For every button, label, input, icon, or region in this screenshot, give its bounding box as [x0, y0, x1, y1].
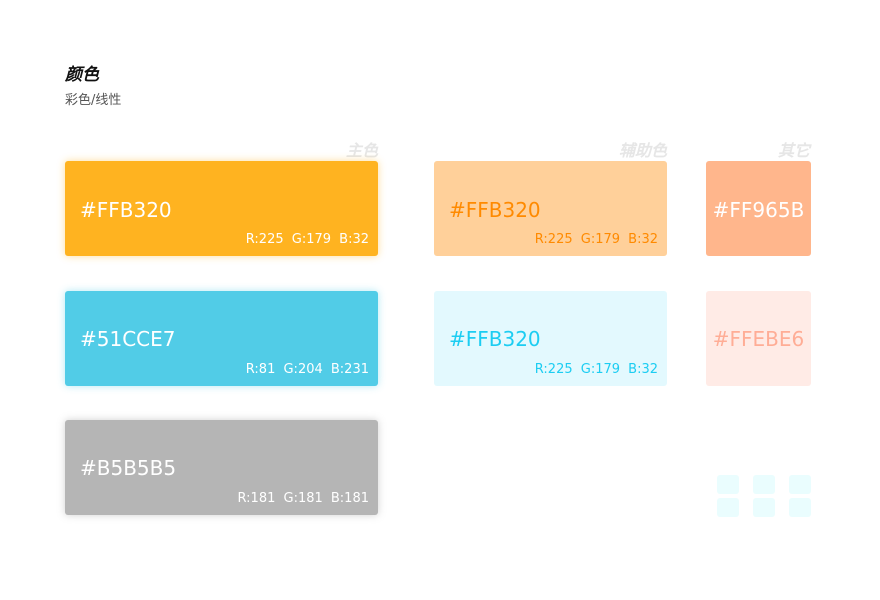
section-label-primary: 主色: [345, 141, 378, 160]
swatch-rgb: R:225 G:179 B:32: [534, 362, 658, 377]
swatch-hex: #FFB320: [80, 198, 172, 222]
swatch-rgb: R:81 G:204 B:231: [245, 362, 369, 377]
swatch-hex: #FFB320: [449, 327, 541, 351]
swatch-rgb: R:225 G:179 B:32: [534, 232, 658, 247]
swatch-hex: #51CCE7: [80, 327, 176, 351]
mini-swatch: [753, 498, 775, 517]
swatch-other-salmon: #FF965B: [706, 161, 811, 256]
swatch-other-pink: #FFEBE6: [706, 291, 811, 386]
swatch-hex: #B5B5B5: [80, 456, 177, 480]
mini-swatch: [753, 475, 775, 494]
swatch-hex: #FFB320: [449, 198, 541, 222]
mini-swatch: [789, 498, 811, 517]
swatch-hex: #FFEBE6: [712, 327, 805, 351]
swatch-rgb: R:181 G:181 B:181: [237, 491, 369, 506]
swatch-primary-blue: #51CCE7 R:81 G:204 B:231: [65, 291, 378, 386]
swatch-primary-gray: #B5B5B5 R:181 G:181 B:181: [65, 420, 378, 515]
section-label-secondary: 辅助色: [618, 141, 667, 160]
mini-swatch: [717, 498, 739, 517]
swatch-primary-orange: #FFB320 R:225 G:179 B:32: [65, 161, 378, 256]
page-title: 颜色: [65, 65, 99, 85]
page-subtitle: 彩色/线性: [65, 93, 122, 108]
swatch-secondary-orange: #FFB320 R:225 G:179 B:32: [434, 161, 667, 256]
mini-swatch: [789, 475, 811, 494]
section-label-other: 其它: [777, 141, 810, 160]
swatch-rgb: R:225 G:179 B:32: [245, 232, 369, 247]
mini-swatch: [717, 475, 739, 494]
swatch-hex: #FF965B: [712, 198, 805, 222]
swatch-secondary-blue: #FFB320 R:225 G:179 B:32: [434, 291, 667, 386]
